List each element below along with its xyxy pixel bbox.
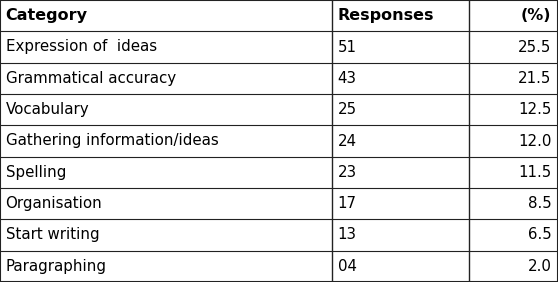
Text: 17: 17 [338, 196, 357, 211]
Text: Gathering information/ideas: Gathering information/ideas [6, 133, 218, 149]
Text: 8.5: 8.5 [527, 196, 551, 211]
Text: Grammatical accuracy: Grammatical accuracy [6, 71, 176, 86]
Text: (%): (%) [521, 8, 551, 23]
Text: Organisation: Organisation [6, 196, 102, 211]
Text: Start writing: Start writing [6, 228, 99, 243]
Text: Paragraphing: Paragraphing [6, 259, 107, 274]
Text: 2.0: 2.0 [527, 259, 551, 274]
Text: 43: 43 [338, 71, 357, 86]
Text: Category: Category [6, 8, 88, 23]
Text: 21.5: 21.5 [518, 71, 551, 86]
Text: Vocabulary: Vocabulary [6, 102, 89, 117]
Text: Expression of  ideas: Expression of ideas [6, 39, 157, 54]
Text: 6.5: 6.5 [527, 228, 551, 243]
Text: 11.5: 11.5 [518, 165, 551, 180]
Text: 25.5: 25.5 [518, 39, 551, 54]
Text: 23: 23 [338, 165, 357, 180]
Text: 24: 24 [338, 133, 357, 149]
Text: 12.5: 12.5 [518, 102, 551, 117]
Text: 51: 51 [338, 39, 357, 54]
Text: 04: 04 [338, 259, 357, 274]
Text: Responses: Responses [338, 8, 434, 23]
Text: 25: 25 [338, 102, 357, 117]
Text: 13: 13 [338, 228, 357, 243]
Text: 12.0: 12.0 [518, 133, 551, 149]
Text: Spelling: Spelling [6, 165, 66, 180]
